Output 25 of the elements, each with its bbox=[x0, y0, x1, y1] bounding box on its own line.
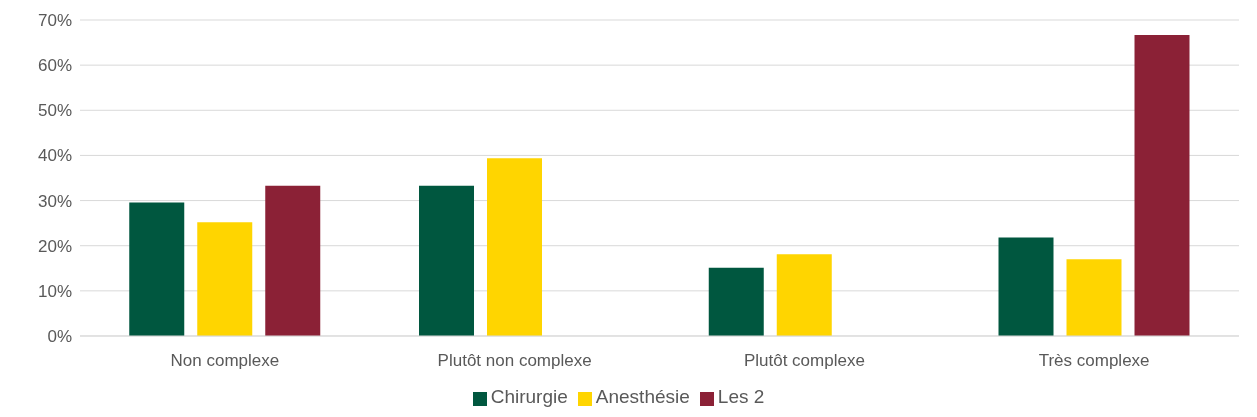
bar bbox=[129, 202, 185, 336]
legend-label: Chirurgie bbox=[490, 386, 568, 407]
bar bbox=[419, 185, 475, 336]
bar bbox=[1066, 259, 1122, 336]
y-tick-label: 20% bbox=[37, 236, 72, 256]
bar bbox=[776, 254, 832, 336]
x-tick-label: Très complexe bbox=[1038, 351, 1150, 371]
x-tick-label: Plutôt non complexe bbox=[437, 351, 592, 371]
bar bbox=[197, 222, 253, 336]
bar bbox=[487, 158, 543, 336]
y-tick-label: 30% bbox=[37, 191, 72, 211]
bar bbox=[265, 185, 321, 336]
bar bbox=[998, 237, 1054, 336]
legend-label: Anesthésie bbox=[595, 386, 690, 407]
bar bbox=[708, 267, 764, 336]
y-tick-label: 10% bbox=[37, 281, 72, 301]
x-tick-label: Plutôt complexe bbox=[743, 351, 865, 371]
y-tick-label: 0% bbox=[47, 327, 72, 347]
bar bbox=[1134, 34, 1190, 336]
legend-label: Les 2 bbox=[717, 386, 765, 407]
x-tick-label: Non complexe bbox=[170, 351, 280, 371]
y-tick-label: 40% bbox=[37, 146, 72, 166]
y-tick-label: 50% bbox=[37, 101, 72, 121]
y-tick-label: 70% bbox=[37, 11, 72, 31]
y-tick-label: 60% bbox=[37, 56, 72, 76]
